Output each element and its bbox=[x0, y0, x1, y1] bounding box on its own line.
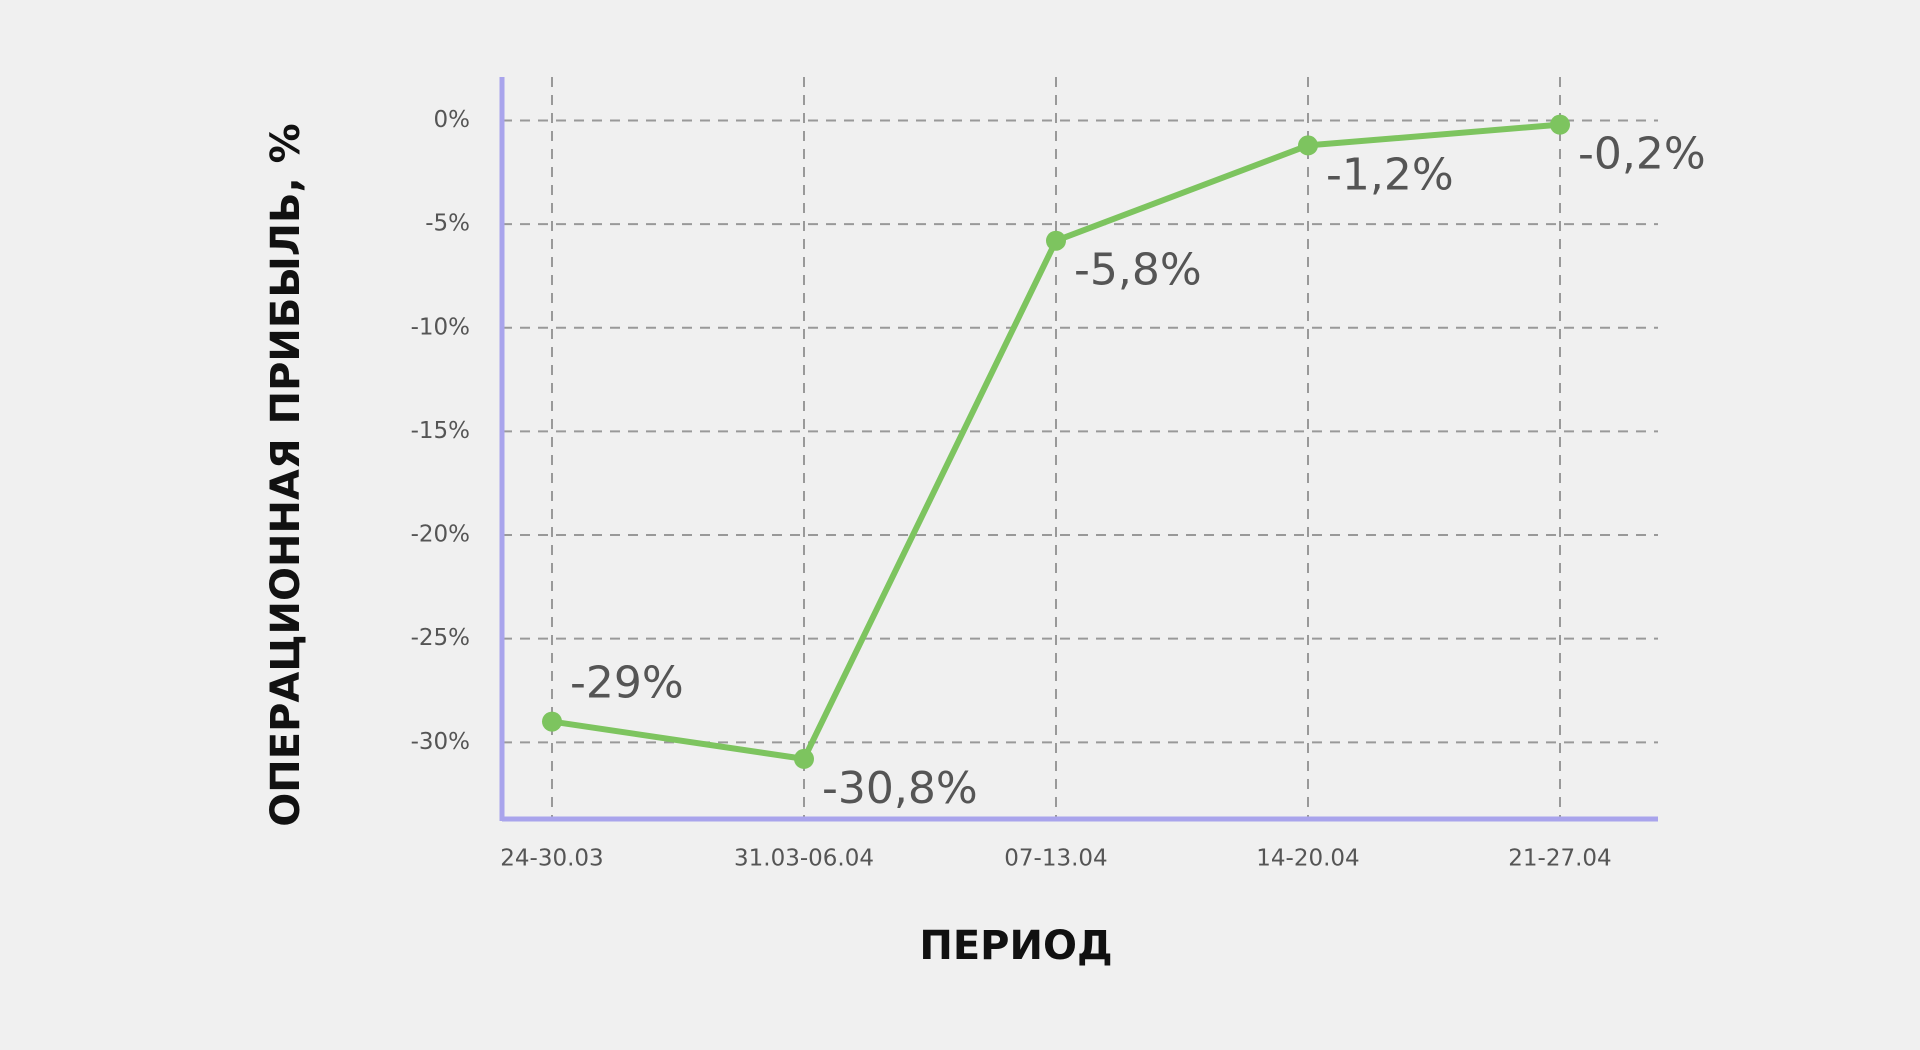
value-label: -30,8% bbox=[822, 763, 978, 814]
x-axis-title: ПЕРИОД bbox=[919, 923, 1112, 969]
y-tick-label: -10% bbox=[411, 314, 470, 340]
data-point bbox=[542, 711, 562, 732]
y-tick-label: -30% bbox=[411, 729, 470, 755]
x-tick-label: 21-27.04 bbox=[1508, 846, 1611, 872]
x-tick-label: 07-13.04 bbox=[1004, 846, 1107, 872]
value-label: -5,8% bbox=[1074, 245, 1202, 296]
y-tick-label: -25% bbox=[411, 625, 470, 651]
y-tick-label: -15% bbox=[411, 418, 470, 444]
x-tick-label: 24-30.03 bbox=[500, 846, 603, 872]
x-tick-label: 14-20.04 bbox=[1256, 846, 1359, 872]
data-point bbox=[1298, 135, 1318, 156]
data-point bbox=[1550, 114, 1570, 135]
x-tick-label: 31.03-06.04 bbox=[734, 846, 874, 872]
value-label: -1,2% bbox=[1326, 149, 1454, 200]
y-axis-title: ОПЕРАЦИОННАЯ ПРИБЫЛЬ, % bbox=[263, 123, 309, 826]
data-point bbox=[794, 748, 814, 769]
value-label: -0,2% bbox=[1578, 129, 1706, 180]
data-point bbox=[1046, 230, 1066, 251]
value-label: -29% bbox=[570, 658, 684, 709]
y-tick-label: 0% bbox=[434, 107, 471, 133]
y-tick-label: -5% bbox=[425, 211, 470, 237]
y-tick-label: -20% bbox=[411, 522, 470, 548]
